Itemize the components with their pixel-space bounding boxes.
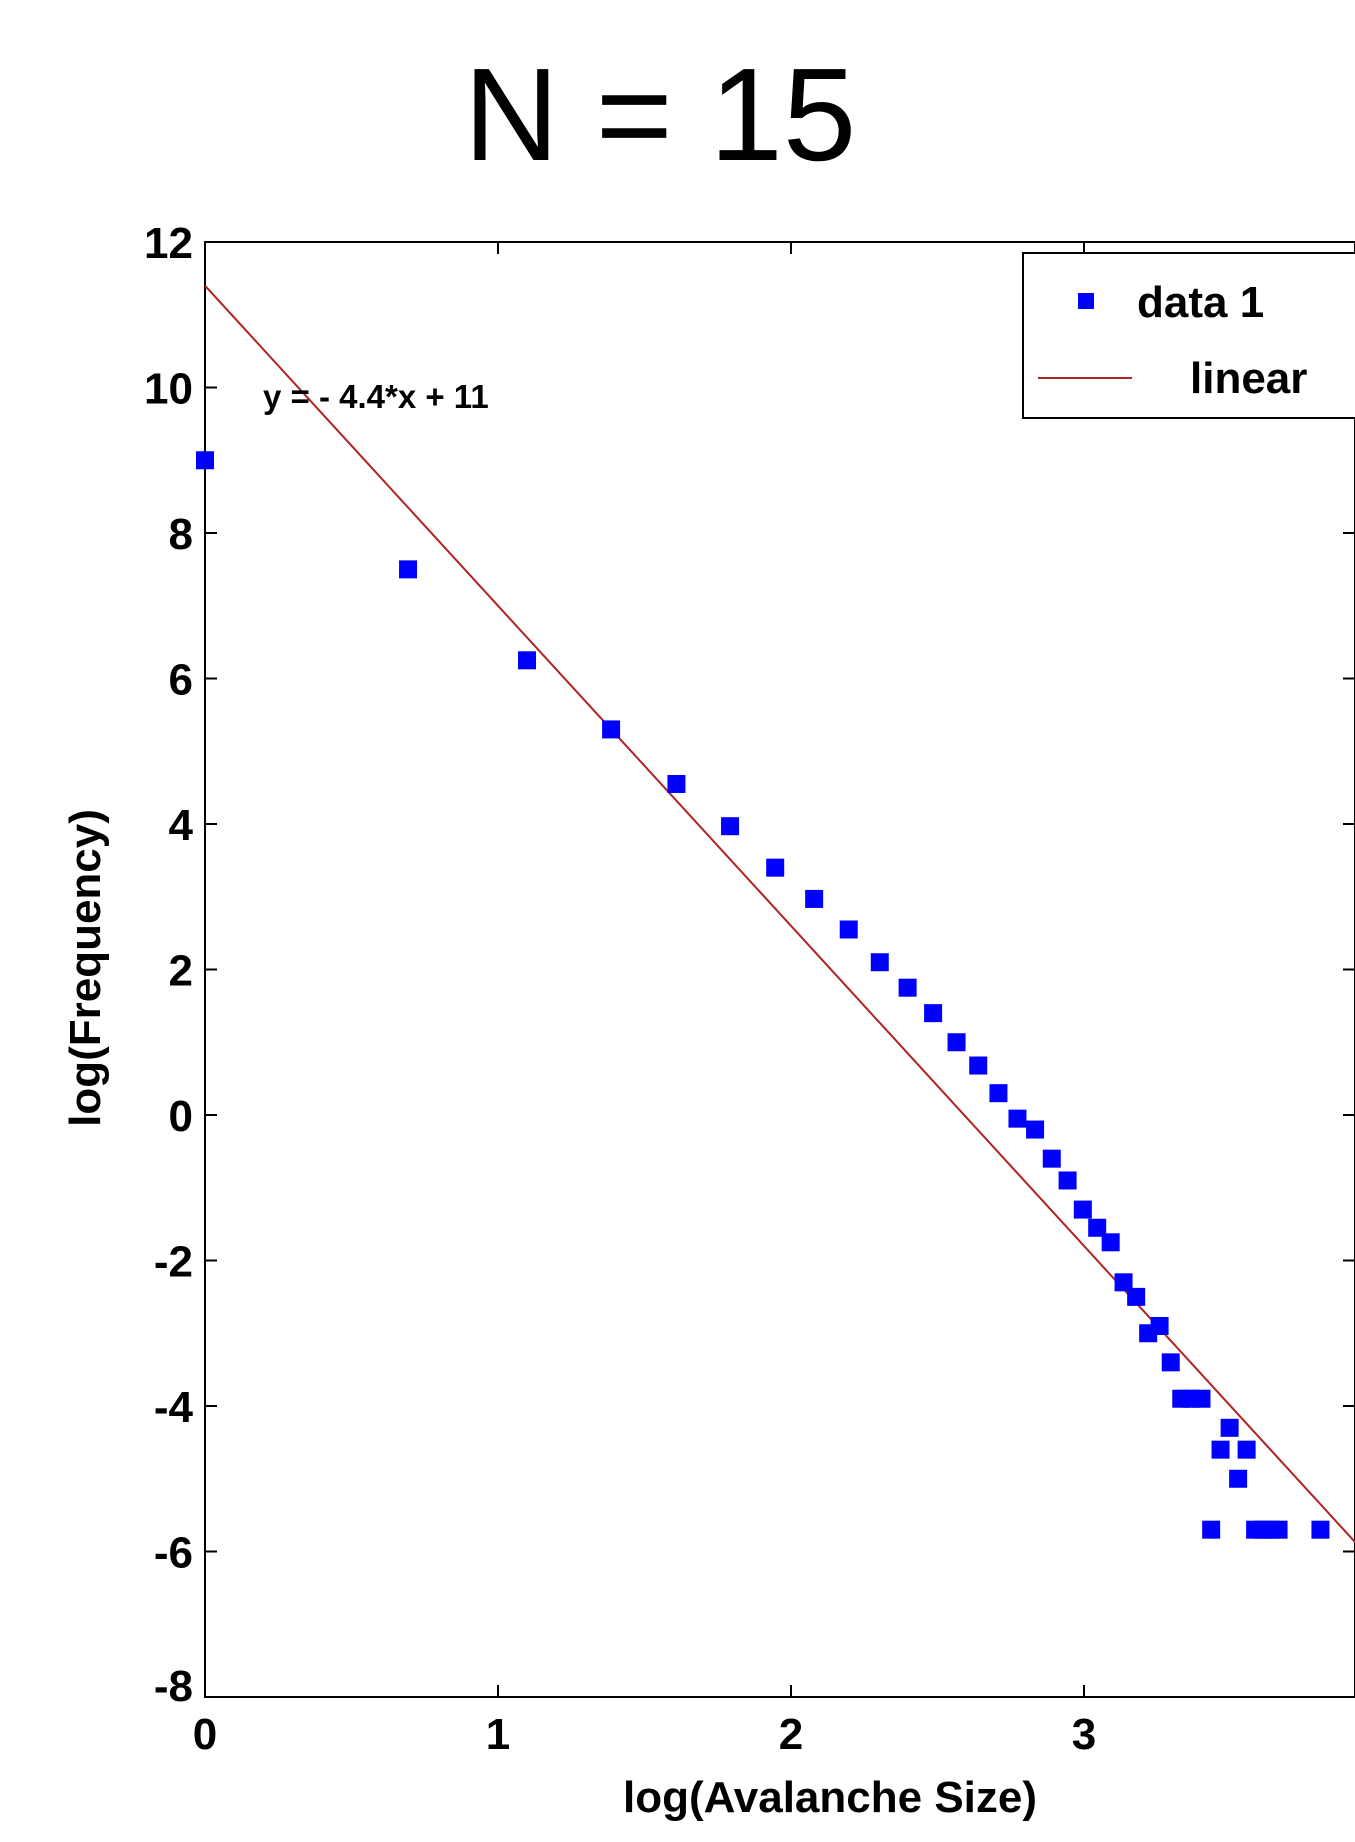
linear-fit-line [204,284,1355,1544]
data-point [196,451,214,470]
chart-title: N = 15 [464,41,857,188]
legend-label-data-1: data 1 [1137,278,1264,327]
data-point [1161,1353,1180,1372]
y-tick-label: 10 [144,365,193,414]
y-tick-label: 2 [169,947,193,996]
x-tick-label: 2 [779,1710,803,1759]
y-tick-label: -2 [154,1238,193,1287]
x-axis: 0 1 2 3 [193,242,1096,1759]
data-point [1042,1149,1061,1168]
data-point [898,978,917,997]
data-point [518,651,537,670]
data-point [1150,1316,1169,1335]
y-tick-label: -6 [154,1529,193,1578]
x-tick-label: 3 [1072,1710,1096,1759]
data-point [1192,1389,1211,1408]
data-point [1311,1520,1330,1539]
x-tick-label: 1 [486,1710,510,1759]
x-tick-label: 0 [193,1710,217,1759]
data-point [1237,1440,1256,1459]
data-point [1073,1200,1092,1219]
y-axis-label: log(Frequency) [61,809,110,1127]
data-point [766,858,785,877]
legend-box [1022,252,1355,419]
legend-label-linear: linear [1190,354,1307,403]
data-point [1114,1273,1133,1292]
y-tick-label: 4 [169,801,194,850]
data-point [870,953,889,972]
data-point [1088,1218,1107,1237]
data-points [196,451,1330,1539]
legend: data 1 linear [1022,252,1355,419]
data-point [839,920,858,939]
y-tick-label: 6 [169,656,193,705]
plot-area [204,241,1355,1698]
data-point [805,889,824,908]
data-point [1269,1520,1288,1539]
data-point [1101,1233,1120,1252]
data-point [1211,1440,1230,1459]
data-point [1127,1287,1146,1306]
y-tick-label: 0 [169,1092,193,1141]
data-point [721,817,740,836]
data-point [602,720,621,739]
y-axis: 12 10 8 6 4 2 0 -2 -4 -6 -8 [144,219,1355,1711]
y-tick-label: -8 [154,1662,193,1711]
fit-equation-annotation: y = - 4.4*x + 11 [263,378,489,415]
data-point [1058,1171,1077,1190]
data-point [947,1033,966,1052]
x-axis-label: log(Avalanche Size) [623,1773,1037,1822]
data-point [969,1056,988,1075]
y-tick-label: 8 [169,510,193,559]
data-point [1202,1520,1221,1539]
data-point [924,1004,943,1023]
data-point [1220,1418,1239,1437]
linear-fit-segment [204,284,1355,1544]
y-tick-label: 12 [144,219,193,268]
data-point [1026,1120,1045,1139]
data-point [1008,1109,1027,1128]
legend-marker-data-1 [1078,293,1094,309]
data-point [989,1084,1008,1103]
y-tick-label: -4 [154,1383,194,1432]
data-point [399,560,418,579]
data-point [667,774,686,793]
data-point [1229,1469,1248,1488]
